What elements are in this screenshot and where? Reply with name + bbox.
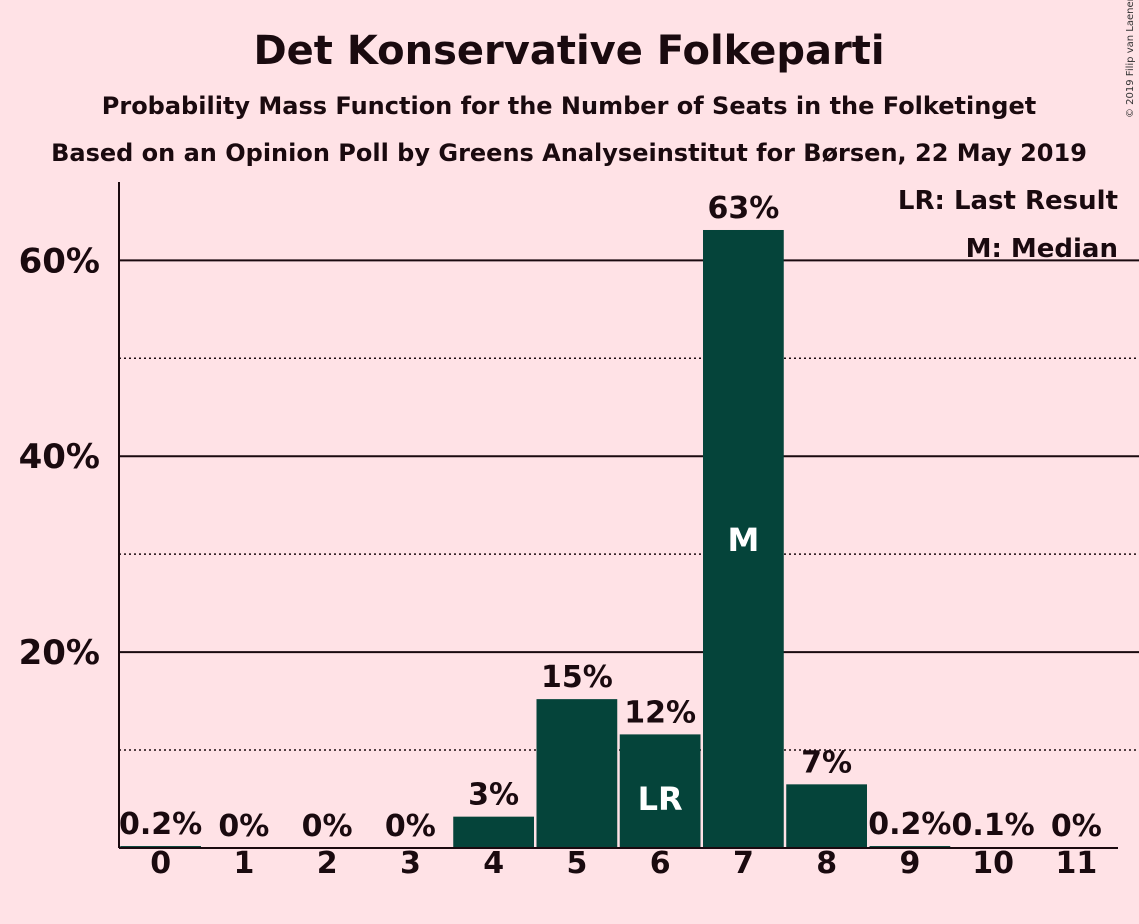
x-tick-label: 5: [566, 846, 587, 881]
chart-subtitle-source: Based on an Opinion Poll by Greens Analy…: [51, 139, 1087, 167]
x-tick-label: 0: [150, 846, 171, 881]
last-result-marker: LR: [638, 780, 683, 818]
value-label: 15%: [541, 660, 613, 695]
value-label: 63%: [707, 191, 779, 226]
x-tick-label: 7: [733, 846, 754, 881]
x-tick-label: 11: [1056, 846, 1098, 881]
y-tick-label: 20%: [19, 633, 100, 673]
chart-title: Det Konservative Folkeparti: [253, 28, 884, 74]
legend: LR: Last Result M: Median: [898, 186, 1118, 264]
value-label: 0%: [385, 809, 436, 844]
legend-entry: LR: Last Result: [898, 186, 1118, 216]
x-tick-label: 1: [233, 846, 254, 881]
median-marker: M: [727, 521, 759, 559]
value-label: 0%: [302, 809, 353, 844]
x-tick-label: 10: [972, 846, 1014, 881]
axes: 20% 40% 60% 0 1 2 3 4 5 6 7 8 9 10 11: [19, 182, 1118, 881]
bar: [619, 734, 701, 848]
value-label: 12%: [624, 695, 696, 730]
copyright-text: © 2019 Filip van Laenen: [1125, 0, 1136, 118]
x-tick-label: 4: [483, 846, 504, 881]
x-tick-label: 2: [317, 846, 338, 881]
value-label: 0.2%: [868, 807, 951, 842]
bar: [453, 816, 535, 848]
value-label: 3%: [468, 778, 519, 813]
x-tick-label: 6: [650, 846, 671, 881]
x-tick-label: 9: [899, 846, 920, 881]
chart-subtitle: Probability Mass Function for the Number…: [102, 92, 1036, 120]
y-tick-label: 60%: [19, 241, 100, 281]
x-tick-label: 8: [816, 846, 837, 881]
value-label: 0.1%: [952, 808, 1035, 843]
value-label: 0%: [218, 809, 269, 844]
value-label: 7%: [801, 745, 852, 780]
bar: [536, 699, 618, 848]
bar: [702, 229, 784, 848]
x-tick-label: 3: [400, 846, 421, 881]
value-label: 0%: [1051, 809, 1102, 844]
legend-entry: M: Median: [966, 234, 1118, 264]
bar: [786, 784, 868, 848]
value-label: 0.2%: [119, 807, 202, 842]
grid-lines: [119, 259, 1139, 751]
y-tick-label: 40%: [19, 437, 100, 477]
